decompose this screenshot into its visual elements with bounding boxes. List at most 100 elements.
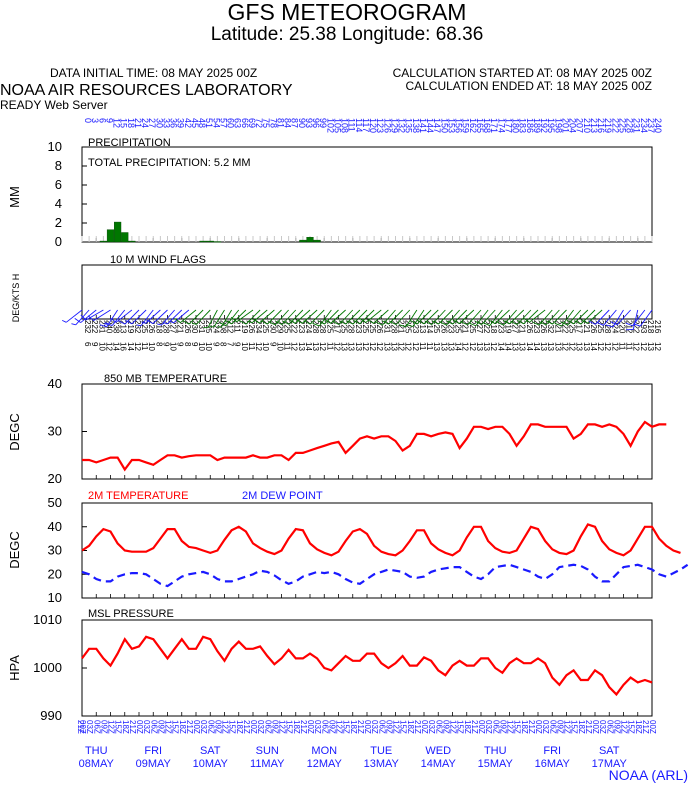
wind-barb-staff: [545, 309, 560, 326]
wind-barb-staff: [359, 309, 375, 325]
time-tick-label: 03Z: [598, 720, 607, 734]
wind-barb-feather: [510, 320, 518, 326]
wind-direction-label: 226: [375, 320, 384, 334]
wind-barb-feather: [247, 320, 253, 324]
time-tick-label: 15Z: [399, 720, 408, 734]
web-server-label: READY Web Server: [0, 98, 108, 112]
wind-barb-staff: [213, 309, 225, 328]
precip-bar: [128, 240, 136, 243]
wind-direction-label: 223: [532, 320, 541, 334]
wind-direction-label: 225: [283, 320, 292, 334]
wind-speed-label: 12: [639, 342, 648, 351]
day-weekday-label: SAT: [200, 745, 221, 757]
wind-direction-label: 225: [454, 320, 463, 334]
wind-barb-feather: [574, 320, 582, 325]
wind-barb-staff: [196, 309, 211, 325]
forecast-hour-label: 231: [632, 118, 642, 133]
wind-speed-label: 13: [347, 342, 356, 351]
forecast-hour-label: 114: [354, 118, 364, 132]
wind-speed-label: 12: [361, 342, 370, 351]
day-weekday-label: SUN: [256, 745, 279, 757]
lab-name: NOAA AIR RESOURCES LABORATORY: [0, 82, 293, 99]
wind-barb-feather: [118, 320, 126, 325]
wind-barb-staff: [467, 309, 482, 326]
time-tick-label: 06Z: [149, 720, 158, 734]
y-axis-label: DEG/KTS H: [11, 274, 21, 323]
wind-direction-label: 232: [546, 320, 555, 334]
time-tick-label: 00Z: [648, 720, 657, 734]
day-weekday-label: THU: [85, 745, 108, 757]
wind-barb-staff: [632, 309, 639, 330]
time-tick-label: 21Z: [242, 720, 251, 734]
wind-barb-staff: [503, 309, 517, 326]
wind-barb-staff: [552, 309, 567, 325]
wind-speed-label: 16: [119, 342, 128, 351]
time-tick-label: 09Z: [555, 720, 564, 734]
wind-barb-staff: [458, 309, 475, 324]
time-tick-label: 12Z: [563, 720, 572, 734]
wind-speed-label: 9: [161, 342, 170, 347]
wind-barb-feather: [410, 320, 418, 325]
time-tick-label: 18Z: [634, 720, 643, 734]
wind-barb-staff: [75, 309, 90, 326]
wind-barb-staff: [188, 309, 204, 325]
wind-speed-label: 12: [318, 342, 327, 351]
forecast-hour-label: 93: [304, 118, 314, 128]
wind-barb-staff: [251, 309, 268, 324]
wind-barb-staff: [382, 309, 396, 326]
wind-barb-feather: [219, 322, 227, 326]
wind-barb-staff: [111, 309, 126, 326]
wind-direction-label: 224: [304, 320, 313, 334]
wind-direction-label: 219: [503, 320, 512, 334]
time-tick-label: 18Z: [349, 720, 358, 734]
y-tick-label: 10: [48, 139, 62, 154]
time-tick-label: 06Z: [320, 720, 329, 734]
wind-barb-staff: [405, 309, 418, 328]
forecast-hour-label: 174: [496, 118, 506, 133]
wind-direction-label: 228: [311, 320, 320, 334]
precip-bar: [99, 240, 107, 243]
forecast-hour-label: 189: [532, 118, 542, 133]
wind-speed-label: 13: [518, 342, 527, 351]
precip-bar: [114, 221, 122, 243]
precip-bar: [106, 229, 115, 243]
wind-barb-feather: [339, 320, 346, 325]
forecast-hour-label: 192: [539, 118, 549, 133]
day-weekday-label: SAT: [599, 745, 620, 757]
wind-speed-label: 13: [311, 342, 320, 351]
forecast-hour-label: 129: [389, 118, 399, 133]
wind-direction-label: 238: [112, 320, 121, 334]
wind-speed-label: 10: [275, 342, 284, 351]
y-tick-label: 2: [55, 215, 62, 230]
wind-direction-label: 214: [425, 320, 434, 334]
forecast-hour-label: 78: [268, 118, 278, 128]
time-tick-label: 06Z: [377, 720, 386, 734]
wind-barb-feather: [260, 320, 268, 325]
wind-speed-label: 8: [218, 342, 227, 347]
forecast-hour-label: 144: [425, 118, 435, 133]
time-tick-label: 03Z: [199, 720, 208, 734]
wind-barb-staff: [603, 309, 617, 326]
wind-barb-staff: [452, 309, 468, 325]
wind-direction-label: 240: [104, 320, 113, 334]
time-tick-label: 00Z: [306, 720, 315, 734]
time-tick-label: 03Z: [313, 720, 322, 734]
wind-barb-staff: [580, 309, 596, 325]
wind-barb-staff: [288, 309, 304, 325]
forecast-hour-label: 51: [204, 118, 214, 128]
forecast-hour-label: 195: [546, 118, 556, 133]
wind-barb-feather: [324, 319, 332, 324]
y-tick-label: 20: [48, 471, 62, 486]
wind-speed-label: 14: [532, 342, 541, 351]
wind-barb-feather: [295, 319, 303, 324]
forecast-hour-label: 126: [382, 118, 392, 133]
forecast-hour-label: 105: [332, 118, 342, 133]
wind-speed-label: 12: [489, 342, 498, 351]
wind-speed-label: 12: [610, 342, 619, 351]
wind-barb-staff: [140, 309, 154, 327]
day-weekday-label: WED: [425, 745, 451, 757]
forecast-hour-label: 102: [325, 118, 335, 133]
y-tick-label: 990: [40, 708, 62, 723]
wind-direction-label: 223: [411, 320, 420, 334]
